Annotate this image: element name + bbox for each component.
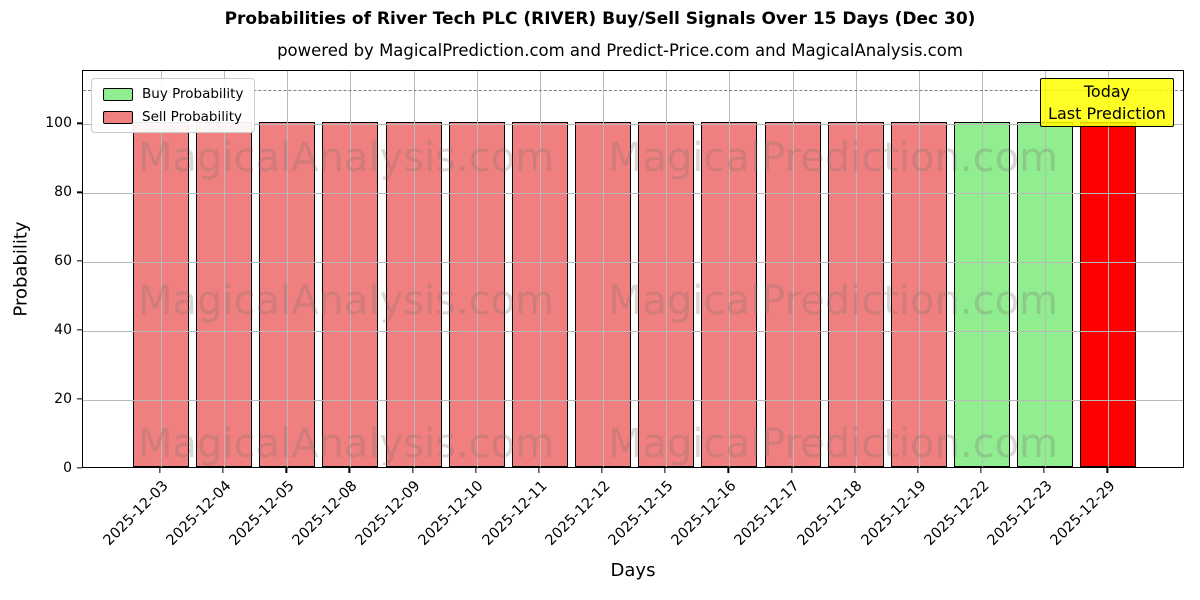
x-tick-label: 2025-12-18	[795, 478, 866, 549]
x-tick-mark	[853, 468, 856, 473]
y-tick-label: 100	[45, 115, 72, 132]
x-tick-mark	[475, 468, 477, 473]
v-gridline	[729, 71, 731, 467]
annotation-line-2: Last Prediction	[1048, 104, 1166, 123]
legend-item-sell: Sell Probability	[103, 109, 243, 125]
x-tick-label: 2025-12-17	[731, 478, 803, 549]
x-tick-mark	[222, 468, 224, 473]
x-tick-label: 2025-12-29	[1047, 478, 1119, 549]
buy-probability-swatch	[103, 87, 133, 101]
y-tick-mark	[77, 122, 82, 124]
y-tick-label: 0	[63, 460, 72, 476]
v-gridline	[1108, 71, 1110, 467]
v-gridline	[476, 71, 478, 467]
watermark-text: MagicalAnalysis.com	[137, 135, 555, 181]
x-tick-label: 2025-12-04	[163, 478, 235, 549]
x-tick-label: 2025-12-05	[226, 478, 298, 549]
x-tick-mark	[790, 468, 793, 473]
v-gridline	[855, 71, 857, 467]
legend: Buy Probability Sell Probability	[91, 78, 256, 133]
y-tick-mark	[77, 467, 82, 469]
v-gridline	[539, 71, 541, 467]
v-gridline	[981, 71, 983, 467]
x-tick-label: 2025-12-12	[542, 478, 614, 549]
y-tick-label: 20	[54, 391, 72, 408]
x-tick-mark	[601, 468, 603, 473]
watermark-text: MagicalPrediction.com	[608, 421, 1058, 467]
v-gridline	[918, 71, 920, 467]
h-gridline	[83, 124, 1183, 126]
x-tick-mark	[411, 468, 414, 473]
y-axis: 0 20 40 60 80 100	[0, 70, 82, 476]
x-tick-mark	[538, 468, 540, 473]
x-tick-label: 2025-12-08	[289, 478, 361, 549]
x-tick-mark	[348, 468, 351, 473]
x-tick-label: 2025-12-10	[416, 478, 488, 549]
h-gridline	[83, 331, 1183, 333]
x-tick-mark	[980, 468, 982, 473]
y-tick-mark	[77, 329, 82, 331]
watermark-text: MagicalAnalysis.com	[137, 421, 555, 467]
v-gridline	[287, 71, 289, 467]
plot-area: Buy Probability Sell Probability Today L…	[82, 70, 1184, 468]
x-tick-mark	[159, 468, 161, 473]
y-tick-mark	[77, 398, 82, 400]
x-tick-mark	[1043, 468, 1045, 473]
v-gridline	[792, 71, 794, 467]
legend-item-buy: Buy Probability	[103, 86, 243, 102]
h-gridline	[83, 400, 1183, 402]
v-gridline	[413, 71, 415, 467]
watermark-text: MagicalAnalysis.com	[137, 278, 555, 324]
h-gridline	[83, 262, 1183, 264]
chart-subtitle: powered by MagicalPrediction.com and Pre…	[277, 41, 963, 60]
x-tick-mark	[1106, 468, 1108, 473]
x-axis-label: Days	[610, 560, 656, 581]
sell-probability-swatch	[103, 110, 133, 124]
x-tick-mark	[917, 468, 919, 473]
legend-label-sell: Sell Probability	[142, 109, 243, 125]
watermark-text: MagicalPrediction.com	[608, 278, 1058, 324]
y-tick-label: 40	[54, 322, 72, 339]
y-tick-label: 80	[54, 184, 72, 201]
x-axis: 2025-12-03 2025-12-04 2025-12-05 2025-12-08…	[82, 468, 1184, 600]
v-gridline	[350, 71, 352, 467]
v-gridline	[666, 71, 668, 467]
x-tick-mark	[664, 468, 666, 473]
watermark-text: MagicalPrediction.com	[608, 135, 1058, 181]
v-gridline	[603, 71, 605, 467]
dashed-threshold-line	[83, 89, 1183, 91]
v-gridline	[161, 71, 162, 467]
x-tick-label: 2025-12-19	[858, 478, 930, 549]
annotation-line-1: Today	[1083, 82, 1131, 101]
y-tick-mark	[77, 260, 82, 262]
y-tick-label: 60	[54, 253, 72, 270]
v-gridline	[1045, 71, 1047, 467]
x-tick-label: 2025-12-09	[353, 478, 424, 549]
chart-title: Probabilities of River Tech PLC (RIVER) …	[224, 9, 976, 29]
x-tick-label: 2025-12-11	[479, 478, 551, 549]
x-tick-label: 2025-12-03	[100, 478, 172, 549]
today-last-prediction-box: Today Last Prediction	[1040, 78, 1174, 127]
y-tick-mark	[77, 191, 82, 193]
v-gridline	[224, 71, 226, 467]
x-tick-label: 2025-12-23	[984, 478, 1056, 549]
x-tick-mark	[727, 468, 729, 473]
x-tick-label: 2025-12-22	[921, 478, 993, 549]
h-gridline	[83, 193, 1183, 195]
x-tick-label: 2025-12-16	[668, 478, 740, 549]
x-tick-mark	[285, 468, 287, 473]
legend-label-buy: Buy Probability	[142, 86, 244, 102]
x-tick-label: 2025-12-15	[605, 478, 677, 549]
